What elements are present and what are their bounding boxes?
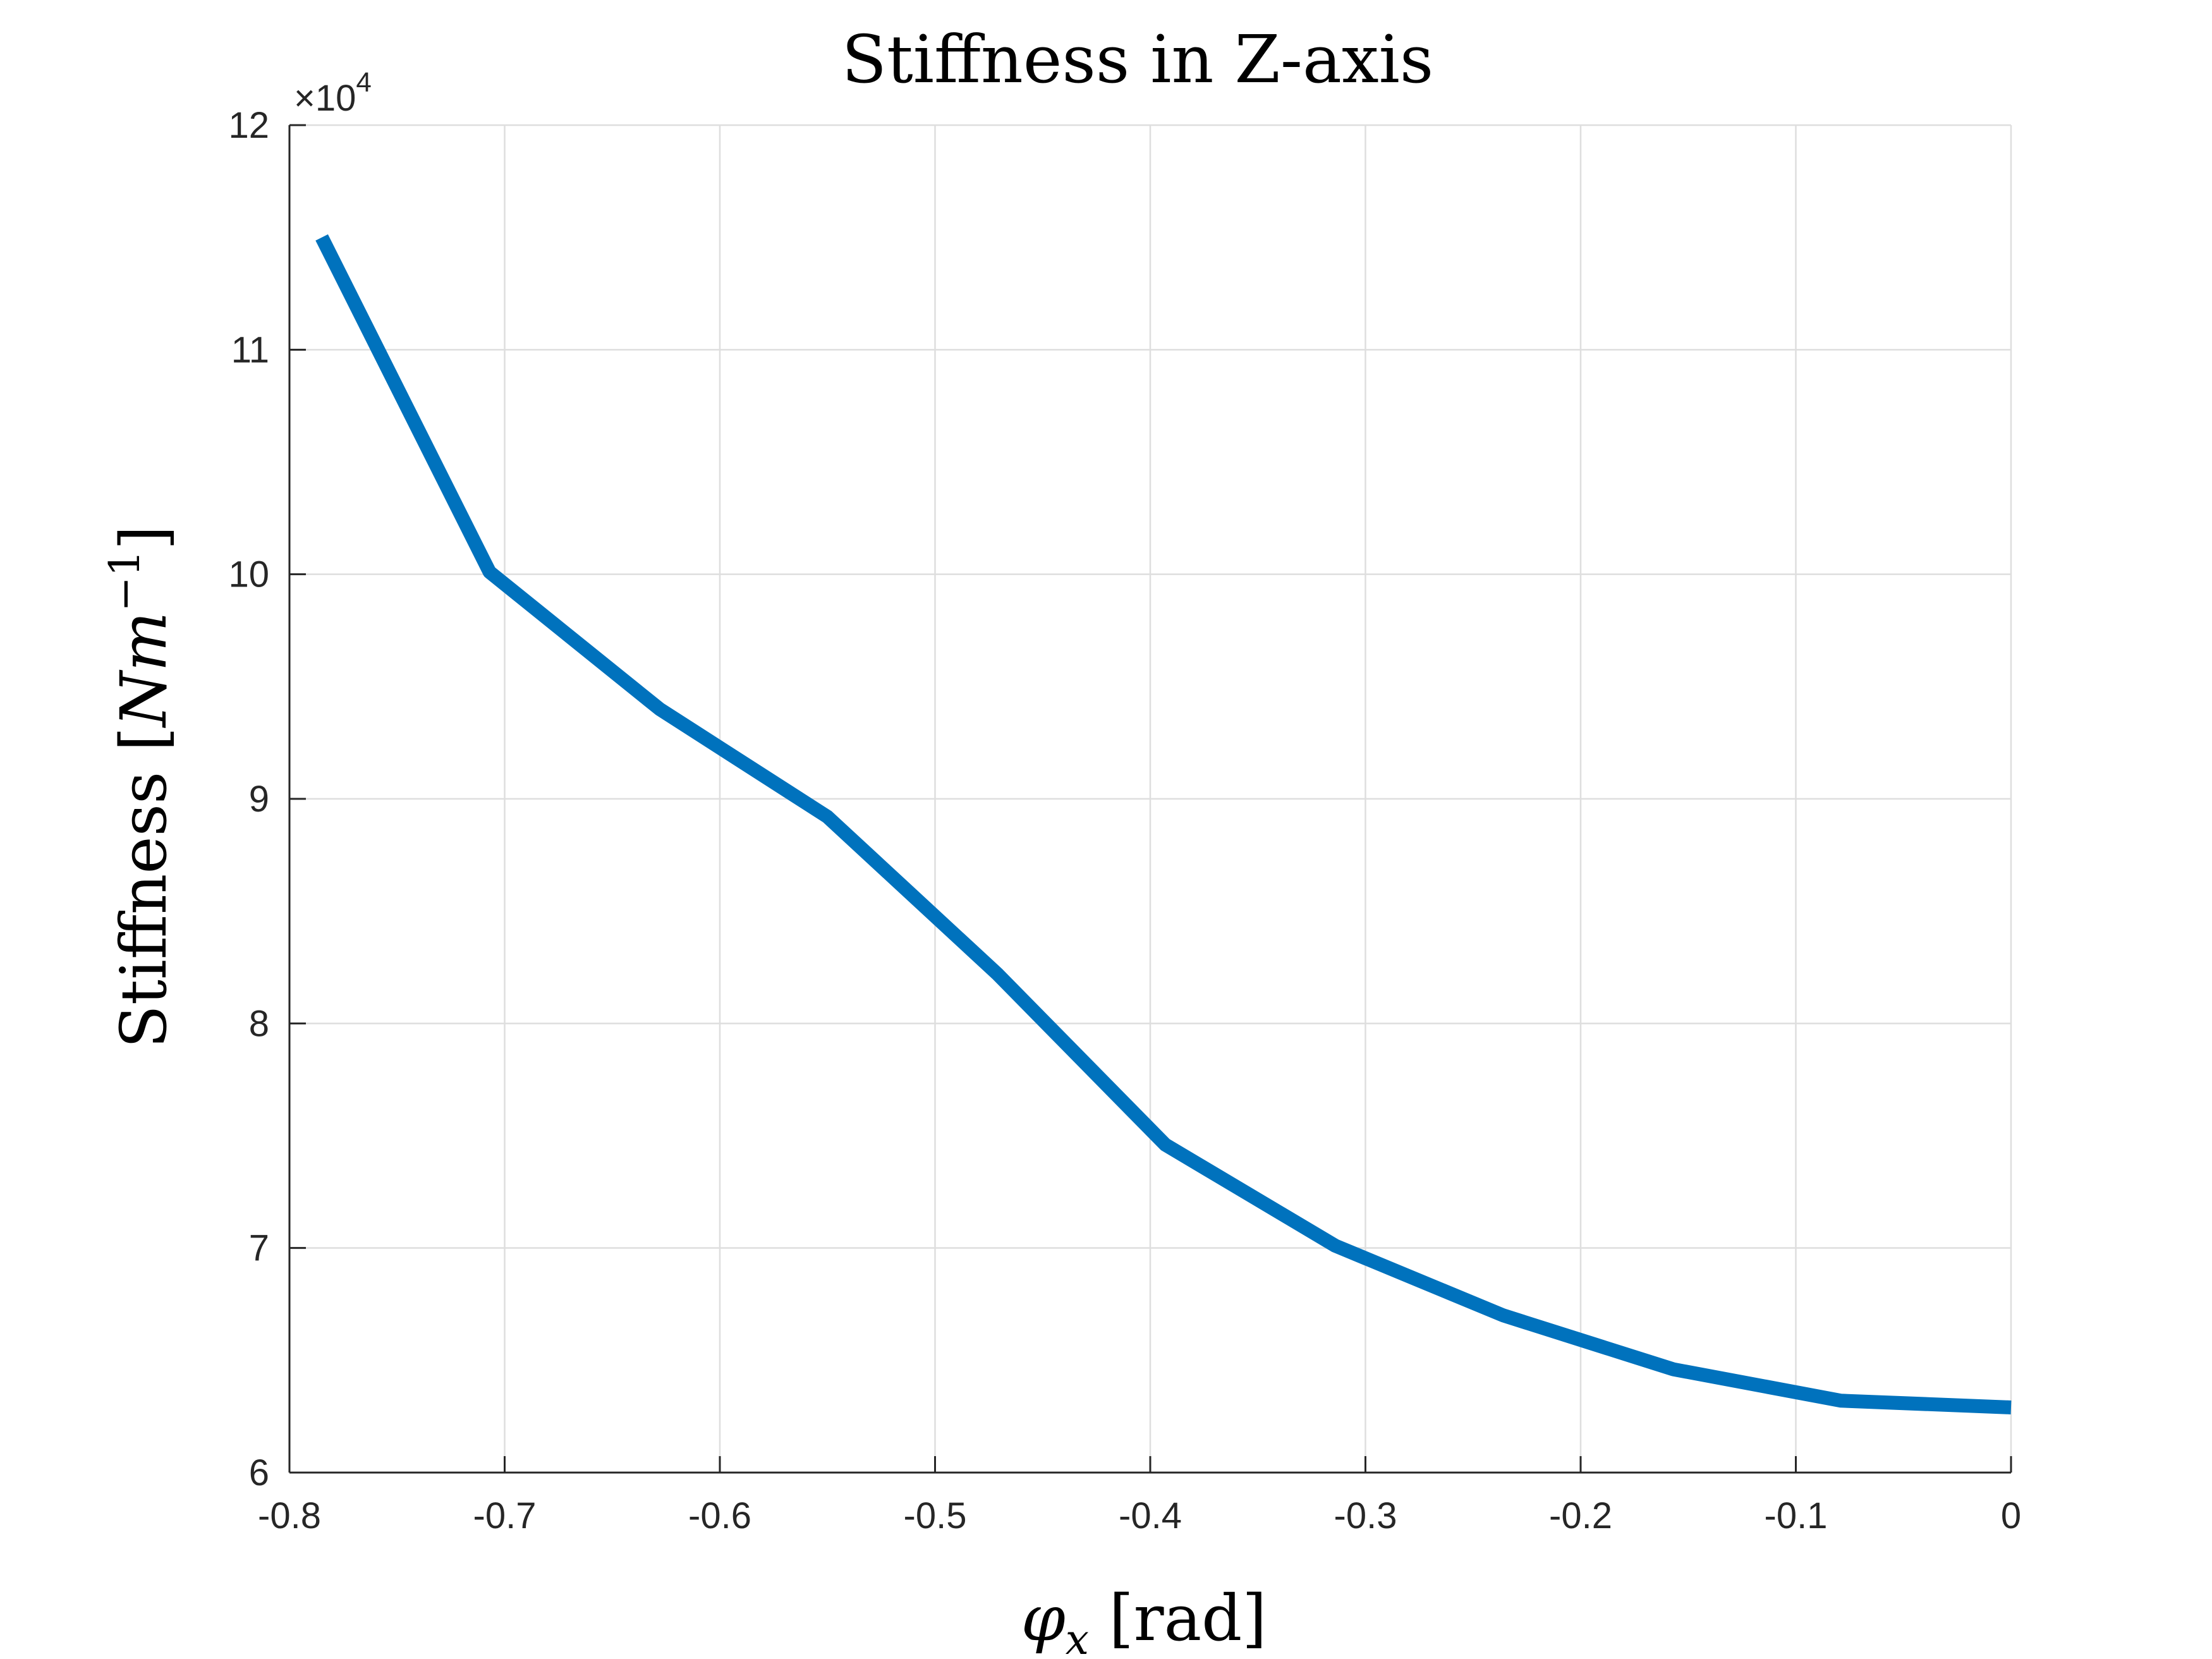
y-tick-label: 6 — [249, 1452, 269, 1493]
series-group — [315, 234, 2012, 1414]
y-axis-close: ] — [107, 525, 181, 550]
y-tick-label: 12 — [228, 105, 269, 146]
y-tick-label: 8 — [249, 1003, 269, 1044]
x-axis-label: φx [rad] — [1021, 1581, 1267, 1659]
y-exponent-base: 10 — [315, 78, 356, 119]
x-tick-label: -0.1 — [1765, 1495, 1828, 1536]
tick-labels: -0.8 -0.7 -0.6 -0.5 -0.4 -0.3 -0.2 -0.1 0 6 7 8 9 10 1… — [228, 105, 2021, 1536]
y-tick-label: 9 — [249, 779, 269, 820]
y-axis-m: m — [107, 612, 181, 672]
x-tick-label: -0.5 — [904, 1495, 967, 1536]
y-tick-label: 11 — [231, 329, 269, 370]
x-axis-symbol: φ — [1021, 1581, 1066, 1655]
x-tick-label: -0.3 — [1334, 1495, 1397, 1536]
axes — [288, 124, 2012, 1474]
series-line — [315, 234, 2012, 1414]
x-axis-unit: [rad] — [1109, 1581, 1267, 1655]
y-axis-label: Stiffness [Nm−1] — [100, 525, 181, 1048]
y-axis-exponent: −1 — [100, 550, 149, 611]
y-tick-label: 10 — [228, 554, 269, 595]
x-axis-subscript: x — [1066, 1615, 1089, 1659]
y-exponent-power: 4 — [356, 67, 371, 98]
y-axis-n: N — [107, 669, 181, 728]
chart-title: Stiffness in Z-axis — [842, 21, 1434, 98]
x-tick-label: 0 — [2001, 1495, 2021, 1536]
y-exponent-label: ×104 — [294, 67, 372, 119]
y-exponent-times: × — [294, 78, 315, 119]
y-axis-text: Stiffness [ — [107, 727, 181, 1048]
x-tick-label: -0.2 — [1549, 1495, 1612, 1536]
x-tick-label: -0.4 — [1119, 1495, 1182, 1536]
grid — [288, 124, 2012, 1474]
x-tick-label: -0.8 — [258, 1495, 321, 1536]
y-tick-label: 7 — [249, 1228, 269, 1269]
x-tick-label: -0.7 — [473, 1495, 537, 1536]
x-tick-label: -0.6 — [688, 1495, 751, 1536]
